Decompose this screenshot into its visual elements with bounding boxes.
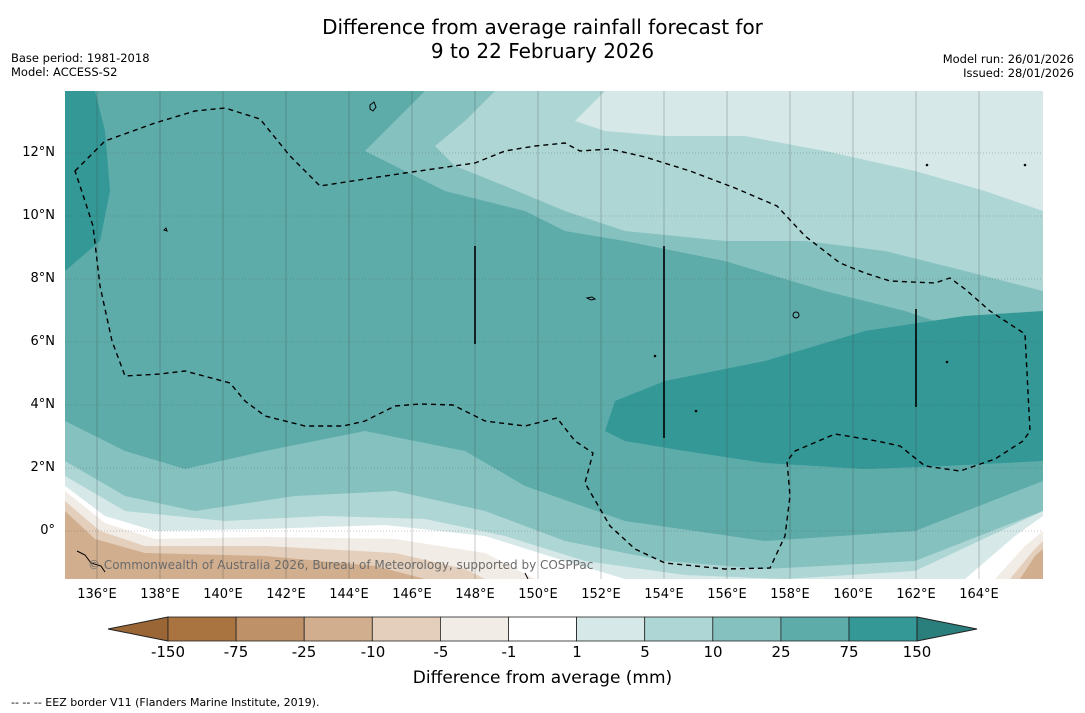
colorbar-cell [235,616,305,642]
colorbar-label-75: 75 [839,643,859,661]
x-tick-152E: 152°E [581,587,621,602]
x-tick-150E: 150°E [518,587,558,602]
zone-dry-10-25-southeast [1020,549,1043,579]
colorbar-cell [644,616,714,642]
zone-wet-75-150-west [65,91,110,271]
colorbar-label-neg10: -10 [360,643,386,661]
colorbar-label-neg1: -1 [501,643,517,661]
model-name: Model: ACCESS-S2 [11,65,118,79]
island-lines [474,246,917,438]
colorbar-cells [167,616,918,642]
title-line-1: Difference from average rainfall forecas… [322,15,763,39]
colorbar-label-neg75: -75 [223,643,249,661]
y-tick-10N: 10°N [22,208,55,223]
colorbar-label-neg25: -25 [291,643,317,661]
colorbar-label-150: 150 [902,643,932,661]
title-line-2: 9 to 22 February 2026 [430,39,655,63]
eez-border [74,107,1031,570]
x-tick-154E: 154°E [644,587,684,602]
colorbar-under-triangle [107,616,169,642]
colorbar-label-5: 5 [640,643,650,661]
eez-legend-footer: -- -- -- EEZ border V11 (Flanders Marine… [11,696,320,709]
colorbar-label-1: 1 [572,643,582,661]
issued-date: Issued: 28/01/2026 [963,66,1074,80]
x-tick-142E: 142°E [266,587,306,602]
colorbar-label-10: 10 [703,643,723,661]
x-tick-136E: 136°E [77,587,117,602]
base-period: Base period: 1981-2018 [11,51,150,65]
colorbar [107,616,978,642]
colorbar-cell [508,616,577,642]
y-tick-6N: 6°N [30,334,56,349]
x-tick-148E: 148°E [455,587,495,602]
colorbar-over-triangle [916,616,978,642]
colorbar-label-25: 25 [771,643,791,661]
copyright-watermark: © Commonwealth of Australia 2026, Bureau… [88,558,594,572]
colorbar-label-neg5: -5 [433,643,449,661]
zone-wet-75-150-east [605,311,1043,469]
zone-wet-1-5-north-2 [575,91,1043,211]
y-tick-2N: 2°N [30,460,56,475]
colorbar-cell [712,616,782,642]
x-tick-146E: 146°E [392,587,432,602]
x-tick-138E: 138°E [140,587,180,602]
colorbar-cell [371,616,441,642]
colorbar-cell [848,616,918,642]
rainfall-anomaly-map [65,91,1043,579]
meridians [96,91,980,579]
colorbar-cell [780,616,850,642]
x-tick-156E: 156°E [707,587,747,602]
colorbar-cell [167,616,237,642]
x-tick-158E: 158°E [770,587,810,602]
colorbar-label-neg150: -150 [150,643,186,661]
y-tick-4N: 4°N [30,397,56,412]
x-tick-164E: 164°E [959,587,999,602]
colorbar-cell [439,616,509,642]
zone-dry-10-25-south [65,511,425,579]
x-tick-162E: 162°E [896,587,936,602]
colorbar-axis-label: Difference from average (mm) [412,668,673,688]
colorbar-cell [303,616,373,642]
y-tick-12N: 12°N [22,145,55,160]
x-tick-140E: 140°E [203,587,243,602]
x-tick-160E: 160°E [833,587,873,602]
y-tick-8N: 8°N [30,271,56,286]
graticule [65,152,1043,532]
colorbar-cell [576,616,646,642]
islands [76,101,1027,579]
x-tick-144E: 144°E [329,587,369,602]
model-run-date: Model run: 26/01/2026 [942,52,1074,66]
y-tick-0: 0° [40,523,55,538]
